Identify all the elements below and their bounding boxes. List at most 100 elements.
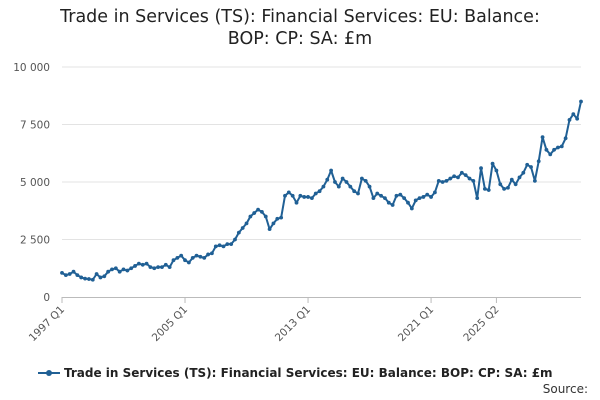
data-point[interactable]	[113, 266, 118, 271]
legend[interactable]: Trade in Services (TS): Financial Servic…	[38, 366, 553, 380]
data-point[interactable]	[421, 195, 426, 199]
data-point[interactable]	[217, 243, 222, 248]
data-point[interactable]	[248, 214, 253, 219]
data-point[interactable]	[183, 258, 187, 263]
data-point[interactable]	[206, 252, 210, 257]
data-point[interactable]	[456, 175, 460, 180]
data-point[interactable]	[194, 253, 199, 258]
data-point[interactable]	[136, 261, 141, 266]
data-point[interactable]	[110, 267, 114, 272]
data-point[interactable]	[440, 180, 445, 184]
data-point[interactable]	[190, 256, 195, 260]
data-point[interactable]	[156, 265, 161, 269]
data-point[interactable]	[536, 159, 541, 164]
data-point[interactable]	[298, 193, 303, 198]
data-point[interactable]	[352, 189, 357, 194]
data-point[interactable]	[144, 261, 149, 266]
data-point[interactable]	[486, 188, 491, 192]
data-point[interactable]	[563, 136, 568, 141]
data-point[interactable]	[482, 187, 487, 191]
data-point[interactable]	[506, 185, 510, 190]
data-point[interactable]	[252, 211, 257, 215]
data-point[interactable]	[386, 200, 391, 205]
data-point[interactable]	[221, 244, 226, 249]
data-point[interactable]	[532, 178, 537, 183]
data-point[interactable]	[490, 161, 495, 166]
data-point[interactable]	[67, 272, 72, 276]
data-point[interactable]	[559, 144, 564, 149]
data-point[interactable]	[283, 193, 287, 198]
data-point[interactable]	[313, 191, 318, 196]
data-point[interactable]	[540, 135, 545, 140]
data-point[interactable]	[240, 226, 245, 230]
data-point[interactable]	[202, 256, 207, 260]
data-point[interactable]	[175, 256, 180, 260]
data-point[interactable]	[256, 207, 260, 212]
data-point[interactable]	[148, 265, 153, 269]
data-point[interactable]	[213, 244, 218, 249]
data-point[interactable]	[579, 99, 583, 104]
data-point[interactable]	[229, 242, 234, 247]
data-point[interactable]	[413, 198, 418, 203]
data-point[interactable]	[90, 277, 95, 282]
data-point[interactable]	[263, 214, 268, 219]
data-point[interactable]	[133, 264, 137, 268]
data-point[interactable]	[463, 173, 468, 178]
data-point[interactable]	[567, 118, 572, 122]
data-point[interactable]	[317, 189, 322, 194]
data-point[interactable]	[394, 193, 399, 198]
data-point[interactable]	[459, 170, 464, 175]
data-point[interactable]	[102, 274, 107, 279]
data-point[interactable]	[271, 221, 276, 226]
data-point[interactable]	[152, 266, 157, 271]
data-point[interactable]	[517, 175, 522, 180]
data-point[interactable]	[348, 184, 353, 189]
data-point[interactable]	[94, 272, 99, 276]
data-point[interactable]	[163, 262, 168, 267]
data-point[interactable]	[171, 258, 176, 263]
data-point[interactable]	[402, 196, 407, 201]
data-point[interactable]	[198, 254, 203, 259]
data-point[interactable]	[225, 242, 230, 247]
data-point[interactable]	[502, 187, 507, 191]
data-point[interactable]	[525, 162, 530, 167]
data-point[interactable]	[471, 178, 476, 183]
data-point[interactable]	[513, 182, 518, 187]
data-point[interactable]	[356, 191, 360, 196]
data-point[interactable]	[186, 260, 191, 265]
data-point[interactable]	[160, 265, 164, 269]
data-point[interactable]	[75, 273, 80, 278]
data-point[interactable]	[379, 193, 383, 198]
data-point[interactable]	[494, 168, 499, 173]
data-point[interactable]	[333, 180, 337, 184]
data-point[interactable]	[452, 174, 457, 179]
data-point[interactable]	[444, 178, 449, 183]
data-point[interactable]	[367, 184, 372, 189]
data-point[interactable]	[479, 166, 483, 171]
data-point[interactable]	[129, 266, 134, 271]
data-point[interactable]	[548, 152, 553, 157]
data-point[interactable]	[398, 192, 403, 197]
data-point[interactable]	[571, 112, 576, 117]
data-point[interactable]	[167, 265, 172, 269]
data-point[interactable]	[275, 216, 280, 221]
data-point[interactable]	[325, 177, 330, 182]
data-point[interactable]	[121, 267, 126, 272]
data-point[interactable]	[556, 145, 560, 150]
data-point[interactable]	[433, 190, 437, 195]
data-point[interactable]	[60, 270, 64, 275]
data-point[interactable]	[336, 184, 341, 189]
data-point[interactable]	[409, 206, 414, 211]
data-point[interactable]	[63, 273, 68, 278]
data-point[interactable]	[425, 192, 430, 197]
data-point[interactable]	[375, 191, 380, 196]
data-point[interactable]	[475, 196, 480, 201]
data-point[interactable]	[79, 275, 84, 280]
data-point[interactable]	[575, 116, 580, 121]
data-point[interactable]	[233, 237, 237, 242]
data-point[interactable]	[498, 182, 503, 187]
data-point[interactable]	[390, 203, 395, 207]
data-point[interactable]	[429, 195, 433, 199]
data-point[interactable]	[83, 276, 87, 281]
data-point[interactable]	[306, 195, 310, 199]
